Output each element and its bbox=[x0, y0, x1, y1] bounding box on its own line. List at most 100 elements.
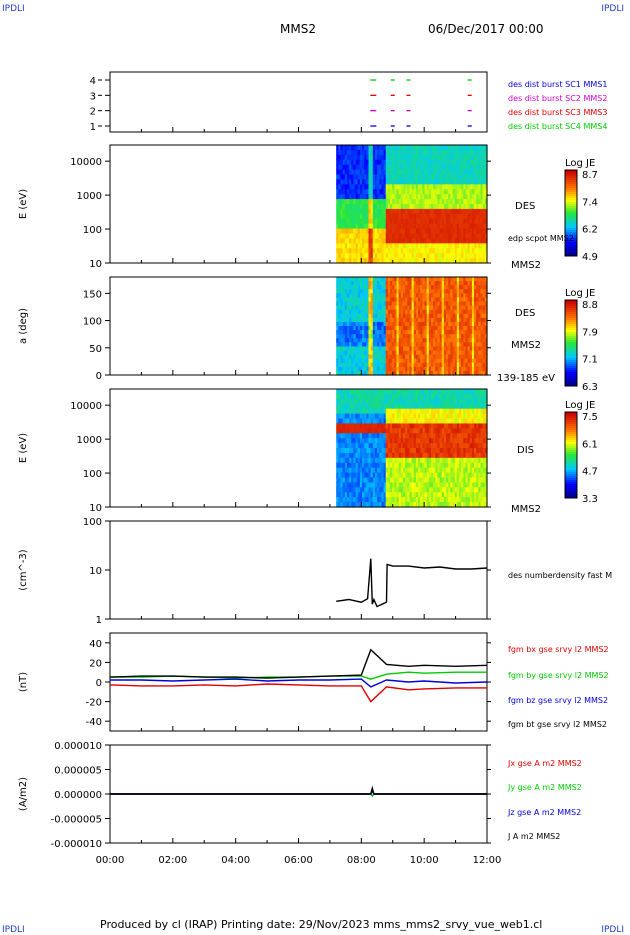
des-energy-colorbar-cell bbox=[565, 250, 577, 252]
des-pitch-colorbar-tick: 7.9 bbox=[582, 327, 598, 338]
des-energy-colorbar-cell bbox=[565, 180, 577, 182]
availability-ytick-label: 2 bbox=[90, 107, 96, 118]
des-energy-colorbar-cell bbox=[565, 174, 577, 176]
summary-plot: 1 2 3 4 des dist burst SC1 MMS1 des dist burs… bbox=[0, 0, 630, 900]
des-pitch-colorbar-cell bbox=[565, 366, 577, 368]
availability-ytick-label: 1 bbox=[90, 122, 96, 133]
des-energy-colorbar-tick: 7.4 bbox=[582, 197, 598, 208]
des-pitch-colorbar-cell bbox=[565, 348, 577, 350]
des-pitch-colorbar-cell bbox=[565, 360, 577, 362]
des-energy-colorbar-cell bbox=[565, 212, 577, 214]
des-energy-colorbar-title: Log JE bbox=[565, 158, 595, 169]
des-pitch-ytick-label: 100 bbox=[83, 317, 102, 328]
des-energy-colorbar-cell bbox=[565, 178, 577, 180]
des-pitch-colorbar-cell bbox=[565, 362, 577, 364]
des-pitch-ytick-label: 0 bbox=[96, 371, 102, 382]
des-energy-label-spacecraft: MMS2 bbox=[511, 260, 541, 271]
des-energy-colorbar-cell bbox=[565, 214, 577, 216]
des-energy-cells bbox=[336, 145, 487, 264]
des-energy-colorbar-tick: 4.9 bbox=[582, 252, 598, 263]
des-energy-ytick-label: 100 bbox=[83, 225, 102, 236]
des-energy-ytick-label: 10 bbox=[89, 259, 102, 270]
des-pitch-colorbar-cell bbox=[565, 376, 577, 378]
des-pitch-colorbar-cell bbox=[565, 322, 577, 324]
des-pitch-colorbar-cell bbox=[565, 308, 577, 310]
des-pitch-colorbar-cell bbox=[565, 332, 577, 334]
des-pitch-colorbar-cell bbox=[565, 340, 577, 342]
des-pitch-label-spacecraft: MMS2 bbox=[511, 340, 541, 351]
des-energy-ytick-label: 1000 bbox=[77, 191, 102, 202]
des-pitch-cells bbox=[336, 277, 487, 376]
des-pitch-colorbar-cell bbox=[565, 312, 577, 314]
des-pitch-colorbar-cell bbox=[565, 306, 577, 308]
availability-panel-frame bbox=[110, 72, 487, 132]
dis-energy-cells bbox=[336, 389, 487, 508]
availability-ytick-label: 4 bbox=[90, 76, 96, 87]
availability-legend-item: des dist burst SC4 MMS4 bbox=[508, 122, 607, 131]
des-pitch-colorbar-cell bbox=[565, 314, 577, 316]
des-pitch-colorbar-cell bbox=[565, 310, 577, 312]
des-energy-colorbar-tick: 8.7 bbox=[582, 170, 598, 181]
availability-ytick-label: 3 bbox=[90, 91, 96, 102]
des-energy-colorbar-cell bbox=[565, 216, 577, 218]
availability-legend-item: des dist burst SC2 MMS2 bbox=[508, 94, 607, 103]
des-energy-colorbar-cell bbox=[565, 192, 577, 194]
des-pitch-colorbar-tick: 8.8 bbox=[582, 300, 598, 311]
des-pitch-colorbar-cell bbox=[565, 354, 577, 356]
des-pitch-colorbar-tick: 6.3 bbox=[582, 382, 598, 393]
des-energy-colorbar-cell bbox=[565, 196, 577, 198]
des-energy-colorbar-cell bbox=[565, 246, 577, 248]
des-pitch-label-instrument: DES bbox=[515, 308, 535, 319]
des-energy-colorbar-cell bbox=[565, 176, 577, 178]
des-pitch-colorbar-cell bbox=[565, 328, 577, 330]
des-pitch-colorbar-cell bbox=[565, 380, 577, 382]
des-pitch-colorbar-cell bbox=[565, 352, 577, 354]
des-pitch-colorbar-cell bbox=[565, 316, 577, 318]
des-energy-colorbar-cell bbox=[565, 186, 577, 188]
des-pitch-colorbar-cell bbox=[565, 350, 577, 352]
des-pitch-colorbar-cell bbox=[565, 326, 577, 328]
des-energy-colorbar-cell bbox=[565, 230, 577, 232]
availability-legend-item: des dist burst SC3 MMS3 bbox=[508, 108, 607, 117]
des-pitch-colorbar-cell bbox=[565, 344, 577, 346]
des-pitch-colorbar-cell bbox=[565, 318, 577, 320]
des-energy-ytick-label: 10000 bbox=[70, 157, 102, 168]
availability-legend-item: des dist burst SC1 MMS1 bbox=[508, 80, 607, 89]
des-energy-colorbar-cell bbox=[565, 182, 577, 184]
des-energy-colorbar-cell bbox=[565, 224, 577, 226]
des-energy-colorbar-cell bbox=[565, 206, 577, 208]
des-pitch-colorbar bbox=[565, 300, 577, 386]
des-pitch-colorbar-cell bbox=[565, 320, 577, 322]
des-pitch-colorbar-cell bbox=[565, 330, 577, 332]
des-pitch-colorbar-cell bbox=[565, 374, 577, 376]
des-pitch-ytick-label: 50 bbox=[89, 344, 102, 355]
des-pitch-colorbar-cell bbox=[565, 358, 577, 360]
des-pitch-colorbar-cell bbox=[565, 378, 577, 380]
des-energy-colorbar-cell bbox=[565, 220, 577, 222]
des-energy-colorbar-cell bbox=[565, 252, 577, 254]
des-pitch-colorbar-cell bbox=[565, 356, 577, 358]
des-pitch-colorbar-tick: 7.1 bbox=[582, 355, 598, 366]
des-energy-colorbar-cell bbox=[565, 184, 577, 186]
des-pitch-colorbar-title: Log JE bbox=[565, 288, 595, 299]
des-pitch-ylabel: a (deg) bbox=[18, 308, 29, 344]
des-energy-colorbar-cell bbox=[565, 248, 577, 250]
des-energy-colorbar-cell bbox=[565, 190, 577, 192]
des-energy-colorbar-cell bbox=[565, 208, 577, 210]
des-energy-ylabel: E (eV) bbox=[18, 189, 29, 219]
des-energy-colorbar-cell bbox=[565, 226, 577, 228]
des-energy-colorbar bbox=[565, 170, 577, 256]
des-pitch-colorbar-cell bbox=[565, 302, 577, 304]
des-pitch-ytick-label: 150 bbox=[83, 289, 102, 300]
des-energy-colorbar-tick: 6.2 bbox=[582, 225, 598, 236]
des-energy-label-scpot: edp scpot MMS2 bbox=[508, 234, 574, 243]
des-energy-colorbar-cell bbox=[565, 202, 577, 204]
des-pitch-colorbar-cell bbox=[565, 338, 577, 340]
des-energy-colorbar-cell bbox=[565, 244, 577, 246]
des-pitch-colorbar-cell bbox=[565, 304, 577, 306]
des-energy-label-instrument: DES bbox=[515, 201, 535, 212]
des-energy-colorbar-cell bbox=[565, 222, 577, 224]
des-pitch-colorbar-cell bbox=[565, 368, 577, 370]
des-pitch-colorbar-cell bbox=[565, 370, 577, 372]
des-energy-colorbar-cell bbox=[565, 200, 577, 202]
